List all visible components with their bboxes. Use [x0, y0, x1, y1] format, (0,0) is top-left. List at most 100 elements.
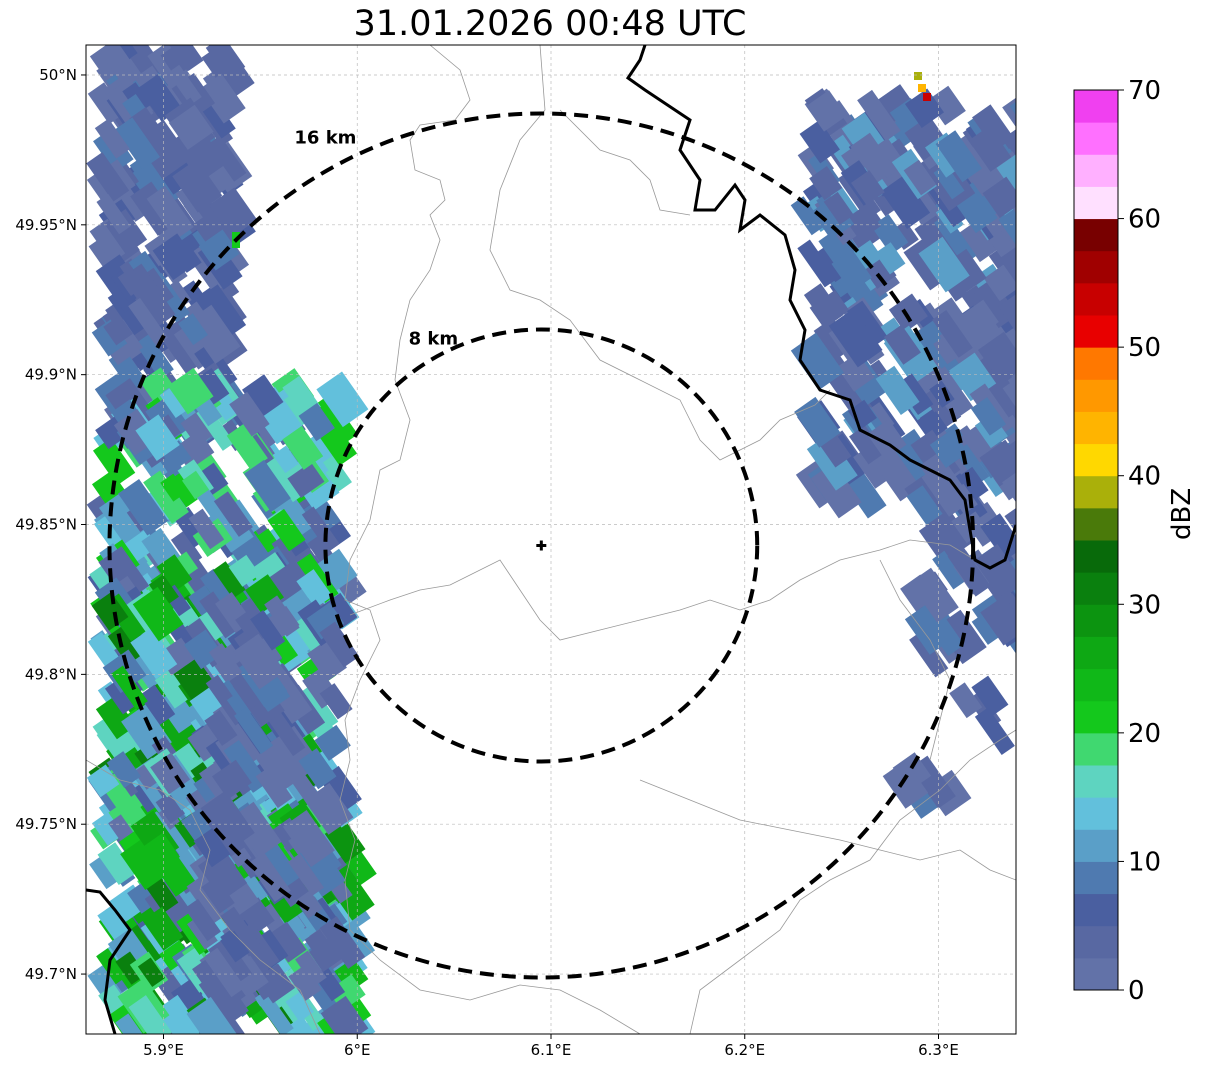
- colorbar-swatch: [1074, 604, 1118, 637]
- echo-cell: [97, 842, 137, 886]
- echo-cell: [951, 511, 981, 544]
- echo-cell: [268, 921, 307, 963]
- echo-cell: [906, 485, 943, 526]
- echo-cell: [197, 848, 237, 885]
- echo-cell: [213, 561, 246, 599]
- national-border: [86, 888, 132, 1034]
- echo-cell: [120, 839, 167, 890]
- colorbar-swatch: [1074, 122, 1118, 155]
- echo-cell: [980, 513, 1016, 561]
- echo-cell: [132, 586, 184, 642]
- colorbar: 0 10 20 30 40 50 60 70: [1073, 80, 1161, 1006]
- echo-cell: [192, 959, 235, 1011]
- echo-cell: [882, 760, 929, 809]
- x-tick-label: 6.1°E: [531, 1041, 572, 1059]
- echo-cell: [155, 994, 203, 1034]
- echo-cell: [94, 118, 130, 159]
- echo-cell: [160, 45, 196, 77]
- echo-cell: [1004, 506, 1016, 551]
- echo-cell: [138, 832, 180, 875]
- echo-cell: [970, 397, 1007, 436]
- echo-cell: [97, 904, 131, 940]
- x-tick-label: 6.3°E: [918, 1041, 959, 1059]
- echo-cell: [907, 567, 959, 625]
- echo-cell: [319, 916, 366, 969]
- echo-cell: [919, 408, 948, 439]
- echo-cell: [193, 828, 231, 868]
- echo-cell: [933, 335, 960, 365]
- echo-cell: [272, 445, 299, 474]
- y-tick-label: 49.7°N: [25, 965, 77, 983]
- echo-cell: [195, 284, 247, 341]
- range-rings: [107, 111, 976, 980]
- echo-cell: [320, 995, 369, 1034]
- colorbar-swatch: [1074, 443, 1118, 477]
- admin-boundary: [349, 539, 976, 641]
- echo-cell: [186, 996, 240, 1034]
- echo-cell: [274, 495, 315, 540]
- y-tick-label: 49.8°N: [25, 665, 77, 683]
- echo-cell: [130, 627, 178, 680]
- echo-cell: [1002, 471, 1016, 512]
- echo-cell: [178, 313, 208, 346]
- echo-cell: [103, 315, 133, 346]
- echo-cell: [295, 890, 323, 919]
- echo-cell: [213, 491, 253, 537]
- echo-cell: [977, 331, 1016, 379]
- echo-cell: [98, 45, 139, 88]
- echo-cell: [201, 876, 235, 914]
- x-tick-label: 6.2°E: [724, 1041, 765, 1059]
- echo-cell: [89, 218, 130, 263]
- echo-cell: [1013, 341, 1016, 381]
- x-tick-label: 6°E: [344, 1041, 371, 1059]
- colorbar-swatch: [1074, 218, 1118, 252]
- echo-cell: [1013, 194, 1016, 246]
- echo-cell: [137, 957, 166, 987]
- echo-cell: [314, 724, 351, 761]
- echo-cell: [285, 991, 314, 1022]
- echo-cell: [129, 107, 168, 150]
- range-ring-label: 8 km: [409, 329, 459, 350]
- country-borders: [86, 45, 1016, 1034]
- range-ring: [323, 327, 760, 764]
- echo-cell: [235, 611, 263, 641]
- echo-cell: [300, 495, 341, 537]
- echo-cell: [923, 93, 931, 101]
- echo-cell: [1012, 591, 1016, 645]
- echo-cell: [91, 812, 124, 846]
- echo-cell: [91, 592, 129, 631]
- echo-cell: [290, 772, 325, 811]
- echo-cell: [128, 995, 172, 1034]
- echo-cell: [135, 414, 180, 462]
- echo-cell: [199, 73, 246, 124]
- echo-cell: [851, 170, 885, 206]
- echo-cell: [200, 790, 255, 851]
- echo-cell: [91, 319, 128, 357]
- colorbar-swatch: [1074, 507, 1118, 541]
- colorbar-label: dBZ: [1167, 487, 1197, 540]
- echo-cell: [207, 135, 247, 182]
- colorbar-tick-label: 50: [1128, 333, 1161, 363]
- echo-cell: [971, 675, 1009, 717]
- echo-cell: [996, 153, 1016, 206]
- echo-cell: [918, 236, 970, 293]
- echo-cell: [143, 470, 189, 524]
- echo-cell: [1011, 166, 1016, 211]
- echo-cell: [250, 610, 286, 651]
- echo-cell: [921, 469, 961, 517]
- echo-cell: [857, 89, 901, 142]
- y-tick-label: 50°N: [39, 66, 77, 84]
- colorbar-swatch: [1074, 636, 1118, 670]
- echo-cell: [806, 90, 847, 132]
- range-ring: [107, 111, 976, 980]
- echo-cell: [104, 677, 139, 715]
- echo-cell: [932, 310, 973, 358]
- colorbar-swatch: [1074, 540, 1118, 573]
- echo-cell: [167, 367, 214, 415]
- colorbar-swatch: [1074, 282, 1118, 316]
- echo-cell: [234, 707, 274, 755]
- colorbar-swatch: [1074, 700, 1118, 734]
- echo-cell: [914, 72, 922, 80]
- echo-cell: [1014, 547, 1016, 597]
